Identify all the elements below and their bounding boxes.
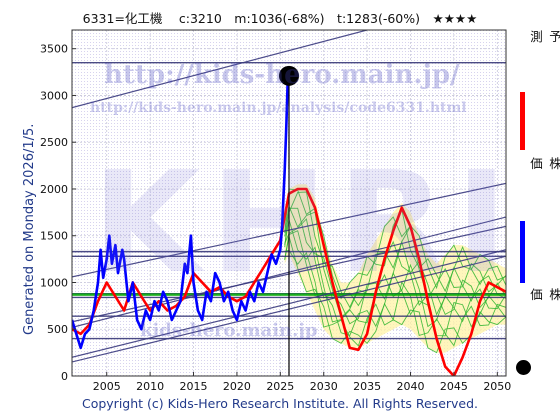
y-tick-label: 2000 [40,183,68,196]
x-tick-label: 2020 [223,380,251,393]
y-tick-label: 1000 [40,276,68,289]
legend-latest-price-label: 最新の株価 [528,288,560,301]
latest-price-dot [279,65,299,86]
y-tick-label: 1500 [40,230,68,243]
x-tick-label: 2025 [266,380,294,393]
y-tick-label: 500 [47,323,68,336]
trendline [72,30,368,109]
watermark-url-analysis: http://kids-hero.main.jp/analysis/code63… [90,100,467,116]
x-tick-label: 2050 [483,380,511,393]
watermark-url: http://kids-hero.main.jp/ [104,60,460,90]
x-tick-label: 2045 [440,380,468,393]
y-tick-label: 3000 [40,89,68,102]
watermark-khri: KHRI [92,142,518,305]
copyright-footer: Copyright (c) Kids-Hero Research Institu… [81,396,479,411]
legend-past-price-swatch [520,221,525,283]
y-tick-label: 0 [61,370,68,383]
x-tick-label: 2040 [397,380,425,393]
x-tick-label: 2005 [93,380,121,393]
y-axis-ticks: 0 500 1000 1500 2000 2500 3000 3500 [40,43,76,383]
x-tick-label: 2035 [353,380,381,393]
legend-ai-forecast-label: ＡＩ予測 [528,30,560,43]
y-tick-label: 2500 [40,136,68,149]
series-line-past-price [72,66,291,350]
plot-frame [71,29,507,377]
forecast-scenario-line [284,218,506,325]
watermark-url-small: kids-hero.main.jp [140,320,318,341]
x-tick-label: 2010 [136,380,164,393]
legend-latest-price-dot [516,360,531,375]
x-axis-ticks: 2005 2010 2015 2020 2025 2030 2035 2040 2045 2050 [93,372,511,393]
forecast-scenario-line [284,191,506,309]
chart-title: 6331=化工機 c:3210 m:1036(-68%) t:1283(-60%… [82,11,478,26]
legend: ＡＩ予測 過去の株価 最新の株価 [516,30,560,385]
forecast-scenario-line [284,204,506,307]
x-tick-label: 2015 [180,380,208,393]
y-tick-label: 3500 [40,43,68,56]
forecast-scenario-line [284,219,506,328]
legend-ai-forecast-swatch [520,92,525,150]
x-tick-label: 2030 [310,380,338,393]
legend-past-price-label: 過去の株価 [528,157,560,170]
latest-marker [279,65,299,376]
